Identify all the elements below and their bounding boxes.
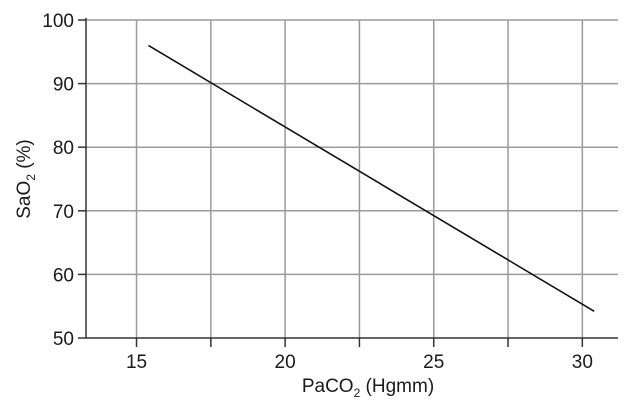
grid-layer <box>86 19 618 338</box>
y-tick-label: 60 <box>53 265 74 286</box>
y-tick-label: 90 <box>53 75 74 96</box>
x-axis-label: PaCO2 (Hgmm) <box>302 376 434 400</box>
y-axis-label: SaO2 (%) <box>14 139 38 219</box>
x-tick-label: 20 <box>275 352 296 373</box>
y-tick-label: 80 <box>53 138 74 159</box>
y-tick-label: 100 <box>42 11 74 32</box>
axis-layer <box>78 18 618 347</box>
y-tick-label: 50 <box>53 329 74 350</box>
tick-label-layer: 50 60 70 80 90 100 15 20 25 30 <box>42 11 593 373</box>
series-layer <box>148 44 595 312</box>
y-tick-label: 70 <box>53 202 74 223</box>
x-tick-label: 25 <box>423 352 444 373</box>
x-tick-label: 30 <box>572 352 593 373</box>
series-line <box>148 44 595 312</box>
x-tick-label: 15 <box>126 352 147 373</box>
